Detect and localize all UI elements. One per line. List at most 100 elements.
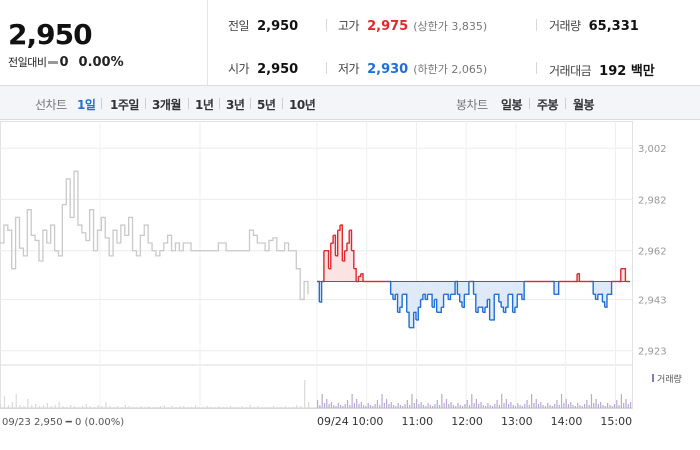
session-line-segment <box>590 280 594 295</box>
volume-bar <box>300 406 302 408</box>
volume-bar <box>425 406 427 408</box>
session-line-segment <box>510 293 514 313</box>
volume-bar <box>233 407 236 408</box>
session-line-segment <box>475 307 479 313</box>
session-line-segment <box>491 294 495 321</box>
volume-bar <box>249 405 251 408</box>
divider <box>219 98 220 109</box>
volume-bar <box>528 405 530 408</box>
volume-bar <box>31 405 33 408</box>
candle-daily-button[interactable]: 일봉 <box>501 98 523 112</box>
period-1w-button[interactable]: 1주일 <box>110 98 139 112</box>
volume-bar <box>218 406 220 408</box>
area-fill <box>475 281 479 313</box>
volume-bar <box>128 406 130 408</box>
area-fill <box>402 281 405 295</box>
volume-bar <box>422 405 425 408</box>
area-fill <box>459 281 463 303</box>
price-chart[interactable]: 3,002 2,982 2,962 2,943 2,923 09/24 10:00 11:00… <box>0 121 700 450</box>
session-line-segment <box>503 307 507 313</box>
volume-bar <box>358 404 360 408</box>
volume-bar <box>588 405 590 408</box>
volume-bar <box>508 404 510 408</box>
volume-bar <box>556 400 558 408</box>
stat-label: 거래량 <box>549 19 581 33</box>
period-10y-button[interactable]: 10년 <box>289 98 316 112</box>
divider <box>536 62 537 74</box>
volume-bar <box>0 404 2 408</box>
area-fill <box>480 281 484 308</box>
session-line-segment <box>344 243 348 252</box>
period-3m-button[interactable]: 3개월 <box>152 98 181 112</box>
session-line-segment <box>330 235 334 244</box>
volume-bar <box>93 407 95 408</box>
session-line-segment <box>413 311 417 320</box>
area-fill <box>595 281 599 300</box>
volume-bar <box>519 405 521 408</box>
area-fill <box>514 281 518 308</box>
volume-bar <box>124 405 126 408</box>
price-chart-svg[interactable]: 3,002 2,982 2,962 2,943 2,923 09/24 10:00 11:00… <box>0 121 700 450</box>
volume-bar <box>457 403 459 408</box>
volume-bar <box>171 406 173 408</box>
volume-bar <box>517 403 519 408</box>
period-1d-button[interactable]: 1일 <box>77 98 96 112</box>
stock-summary-header: 2,950 전일대비 0 0.00% 전일 2,950 시가 2,950 고가 … <box>0 0 700 86</box>
volume-bar <box>466 400 468 408</box>
session-line-segment <box>480 306 484 313</box>
session-line-segment <box>411 312 415 329</box>
y-tick-label: 3,002 <box>638 144 667 155</box>
volume-bar <box>577 403 579 408</box>
session-line-segment <box>457 293 461 303</box>
volume-bar <box>261 407 263 408</box>
divider <box>536 19 537 31</box>
session-line-segment <box>415 307 419 321</box>
volume-bar <box>237 407 240 408</box>
area-fill <box>346 243 350 282</box>
period-1y-button[interactable]: 1년 <box>195 98 214 112</box>
session-line-segment <box>342 250 346 262</box>
change-value: 0 <box>59 54 69 70</box>
volume-bar <box>445 399 448 408</box>
session-line-segment <box>418 299 422 308</box>
session-line-segment <box>574 273 578 283</box>
volume-bar <box>272 406 275 408</box>
volume-bar <box>140 406 142 408</box>
volume-bar <box>581 406 583 408</box>
lower-limit-text: (하한가 2,065) <box>413 63 488 76</box>
area-fill <box>494 281 497 295</box>
session-line-segment <box>514 294 518 308</box>
volume-bar <box>101 406 103 408</box>
volume-bar <box>42 405 45 408</box>
area-fill <box>600 281 603 295</box>
candle-monthly-button[interactable]: 월봉 <box>573 98 595 112</box>
session-line-segment <box>399 294 403 308</box>
volume-bar <box>443 403 445 408</box>
session-line-segment <box>577 273 581 282</box>
period-3y-button[interactable]: 3년 <box>226 98 245 112</box>
candle-weekly-button[interactable]: 주봉 <box>537 98 559 112</box>
volume-bar <box>335 406 337 408</box>
volume-bar <box>206 406 208 408</box>
area-fill <box>501 281 504 308</box>
volume-bar <box>159 406 162 408</box>
volume-bar <box>198 407 201 408</box>
period-5y-button[interactable]: 5년 <box>257 98 276 112</box>
volume-bar <box>524 404 526 408</box>
divider <box>188 98 189 109</box>
divider <box>326 19 327 31</box>
volume-bar <box>604 406 606 408</box>
area-fill <box>597 281 601 295</box>
session-line-segment <box>395 293 399 313</box>
area-fill <box>411 281 414 328</box>
volume-bar <box>183 406 185 408</box>
volume-bar <box>321 394 323 408</box>
session-line-segment <box>390 293 394 300</box>
divider <box>250 98 251 109</box>
volume-bar <box>351 394 353 408</box>
volume-bar <box>625 399 627 408</box>
volume-bar <box>542 405 544 408</box>
volume-bar <box>572 405 574 408</box>
volume-bar <box>579 405 581 408</box>
area-fill <box>498 281 502 303</box>
